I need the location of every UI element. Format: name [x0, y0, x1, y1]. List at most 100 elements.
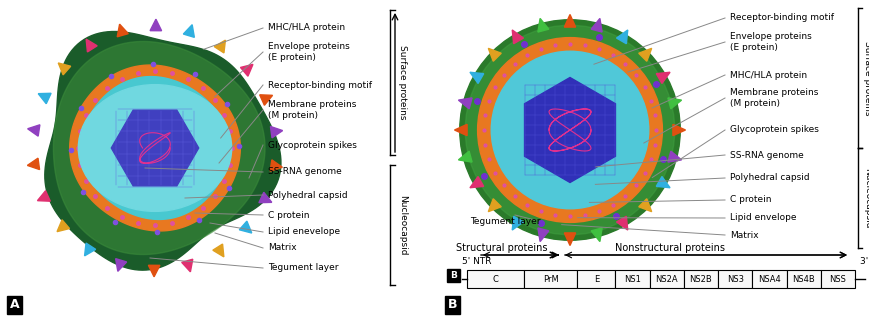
Text: Glycoprotein spikes: Glycoprotein spikes: [729, 126, 818, 134]
Text: Nucleocapsid: Nucleocapsid: [397, 195, 407, 255]
Text: Envelope proteins
(E protein): Envelope proteins (E protein): [729, 32, 811, 52]
Text: Matrix: Matrix: [268, 244, 296, 253]
Circle shape: [477, 38, 661, 222]
Polygon shape: [590, 18, 601, 32]
Text: Membrane proteins
(M protein): Membrane proteins (M protein): [268, 100, 356, 120]
Text: B: B: [448, 298, 457, 311]
Text: Lipid envelope: Lipid envelope: [729, 213, 796, 222]
Polygon shape: [38, 93, 51, 104]
Text: SS-RNA genome: SS-RNA genome: [268, 168, 342, 177]
Polygon shape: [616, 216, 627, 230]
Text: Membrane proteins
(M protein): Membrane proteins (M protein): [729, 88, 818, 108]
Text: Polyhedral capsid: Polyhedral capsid: [268, 190, 348, 199]
Polygon shape: [458, 98, 472, 109]
Bar: [786, 270, 819, 288]
Text: NS2A: NS2A: [654, 274, 677, 283]
Text: 5' NTR: 5' NTR: [461, 256, 491, 265]
Text: SS-RNA genome: SS-RNA genome: [729, 151, 803, 160]
Polygon shape: [458, 151, 472, 162]
Text: NS1: NS1: [623, 274, 640, 283]
Polygon shape: [58, 63, 70, 75]
Text: Glycoprotein spikes: Glycoprotein spikes: [268, 141, 356, 150]
Polygon shape: [28, 125, 40, 136]
Polygon shape: [149, 265, 160, 277]
Text: Surface proteins: Surface proteins: [397, 45, 407, 119]
Polygon shape: [111, 110, 198, 186]
Polygon shape: [512, 216, 523, 230]
Polygon shape: [564, 233, 575, 246]
Text: C protein: C protein: [729, 195, 771, 204]
Text: Receptor-binding motif: Receptor-binding motif: [268, 81, 372, 90]
Text: C: C: [492, 274, 498, 283]
Circle shape: [491, 51, 648, 209]
Text: B: B: [449, 271, 456, 280]
Text: NS4B: NS4B: [792, 274, 814, 283]
Bar: [467, 270, 523, 288]
Text: Nonstructural proteins: Nonstructural proteins: [614, 243, 724, 253]
Text: Polyhedral capsid: Polyhedral capsid: [729, 173, 809, 183]
Polygon shape: [270, 126, 282, 138]
Text: Surface proteins: Surface proteins: [862, 41, 869, 115]
Bar: [577, 270, 614, 288]
Polygon shape: [183, 25, 194, 37]
Ellipse shape: [78, 85, 231, 211]
Bar: [523, 270, 577, 288]
Polygon shape: [638, 48, 651, 61]
Text: NS3: NS3: [726, 274, 743, 283]
Polygon shape: [82, 77, 229, 220]
Polygon shape: [564, 14, 575, 27]
Polygon shape: [524, 77, 614, 183]
Polygon shape: [469, 72, 483, 83]
Polygon shape: [590, 228, 601, 242]
Polygon shape: [672, 124, 685, 136]
Polygon shape: [667, 151, 680, 162]
Bar: [717, 270, 752, 288]
Polygon shape: [488, 199, 501, 212]
Polygon shape: [45, 31, 281, 270]
Text: NSA4: NSA4: [757, 274, 779, 283]
Text: Envelope proteins
(E protein): Envelope proteins (E protein): [268, 42, 349, 62]
Text: PrM: PrM: [542, 274, 558, 283]
Polygon shape: [182, 259, 193, 272]
Polygon shape: [214, 40, 225, 53]
Polygon shape: [239, 221, 251, 233]
Polygon shape: [116, 259, 127, 271]
Text: MHC/HLA protein: MHC/HLA protein: [268, 23, 345, 32]
Polygon shape: [213, 244, 223, 257]
Polygon shape: [537, 228, 548, 242]
Polygon shape: [488, 48, 501, 61]
Polygon shape: [84, 243, 96, 256]
Polygon shape: [117, 24, 128, 37]
Polygon shape: [86, 39, 97, 52]
Polygon shape: [655, 72, 669, 83]
Polygon shape: [269, 160, 282, 171]
Text: NS2B: NS2B: [689, 274, 712, 283]
Bar: [819, 270, 854, 288]
Polygon shape: [260, 95, 272, 105]
Polygon shape: [469, 177, 483, 188]
Text: 3' NTR: 3' NTR: [859, 256, 869, 265]
Circle shape: [459, 20, 680, 240]
Polygon shape: [150, 19, 162, 31]
Polygon shape: [259, 192, 271, 203]
Text: Structural proteins: Structural proteins: [455, 243, 547, 253]
Text: C protein: C protein: [268, 211, 309, 220]
Text: Matrix: Matrix: [729, 230, 758, 239]
Polygon shape: [57, 220, 70, 232]
Text: MHC/HLA protein: MHC/HLA protein: [729, 71, 806, 80]
Bar: [683, 270, 717, 288]
Bar: [649, 270, 683, 288]
Polygon shape: [667, 98, 680, 109]
Polygon shape: [27, 158, 39, 169]
Polygon shape: [240, 64, 253, 76]
Polygon shape: [454, 124, 467, 136]
Text: A: A: [10, 298, 20, 311]
Polygon shape: [537, 18, 548, 32]
Polygon shape: [616, 30, 627, 44]
Polygon shape: [53, 41, 265, 255]
Text: Tegument layer: Tegument layer: [268, 264, 338, 273]
Text: NSS: NSS: [828, 274, 846, 283]
Bar: [614, 270, 649, 288]
Text: Tegument layer: Tegument layer: [469, 218, 540, 227]
Polygon shape: [37, 191, 50, 201]
